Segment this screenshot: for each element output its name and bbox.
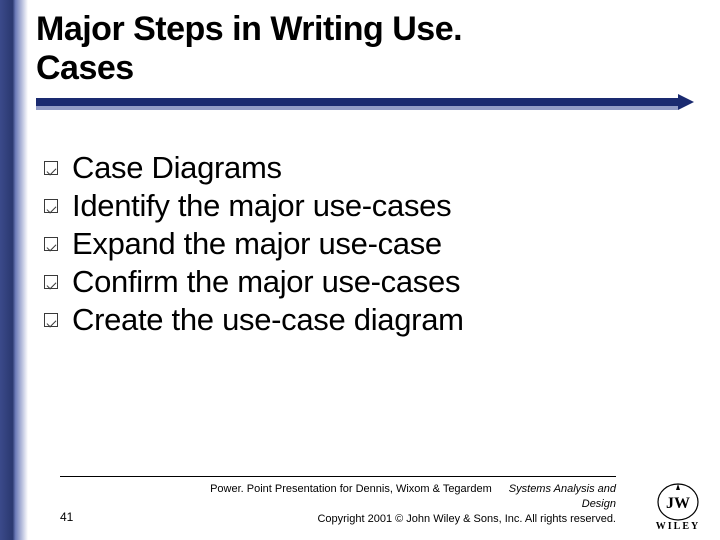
checkbox-icon	[44, 237, 58, 251]
left-gradient-band	[0, 0, 28, 540]
footer-copyright: Copyright 2001 © John Wiley & Sons, Inc.…	[317, 513, 616, 525]
bullet-text: Identify the major use-cases	[72, 188, 451, 224]
page-number: 41	[60, 510, 73, 524]
svg-text:JW: JW	[666, 495, 690, 512]
bullet-text: Case Diagrams	[72, 150, 282, 186]
checkbox-icon	[44, 275, 58, 289]
page-title: Major Steps in Writing Use. Cases	[36, 10, 706, 88]
title-line-1: Major Steps in Writing Use.	[36, 10, 462, 48]
checkbox-icon	[44, 199, 58, 213]
bullet-text: Create the use-case diagram	[72, 302, 464, 338]
bullet-text: Confirm the major use-cases	[72, 264, 460, 300]
rule-main	[36, 98, 682, 106]
list-item: Create the use-case diagram	[44, 302, 706, 338]
title-line-2: Cases	[36, 49, 134, 87]
checkbox-icon	[44, 313, 58, 327]
slide-footer: 41 Power. Point Presentation for Dennis,…	[36, 476, 706, 530]
svg-text:WILEY: WILEY	[656, 521, 700, 530]
wiley-logo: JW WILEY	[650, 482, 706, 530]
bullet-list: Case Diagrams Identify the major use-cas…	[44, 150, 706, 338]
title-underline	[36, 96, 706, 114]
list-item: Expand the major use-case	[44, 226, 706, 262]
footer-rule	[60, 476, 616, 477]
list-item: Identify the major use-cases	[44, 188, 706, 224]
bullet-text: Expand the major use-case	[72, 226, 442, 262]
list-item: Confirm the major use-cases	[44, 264, 706, 300]
checkbox-icon	[44, 161, 58, 175]
footer-presentation-text: Power. Point Presentation for Dennis, Wi…	[210, 483, 492, 495]
footer-credits: Power. Point Presentation for Dennis, Wi…	[186, 482, 616, 527]
rule-arrow-icon	[678, 94, 694, 110]
list-item: Case Diagrams	[44, 150, 706, 186]
slide-content: Major Steps in Writing Use. Cases Case D…	[36, 10, 706, 540]
footer-book-title: Systems Analysis and Design	[509, 483, 616, 510]
